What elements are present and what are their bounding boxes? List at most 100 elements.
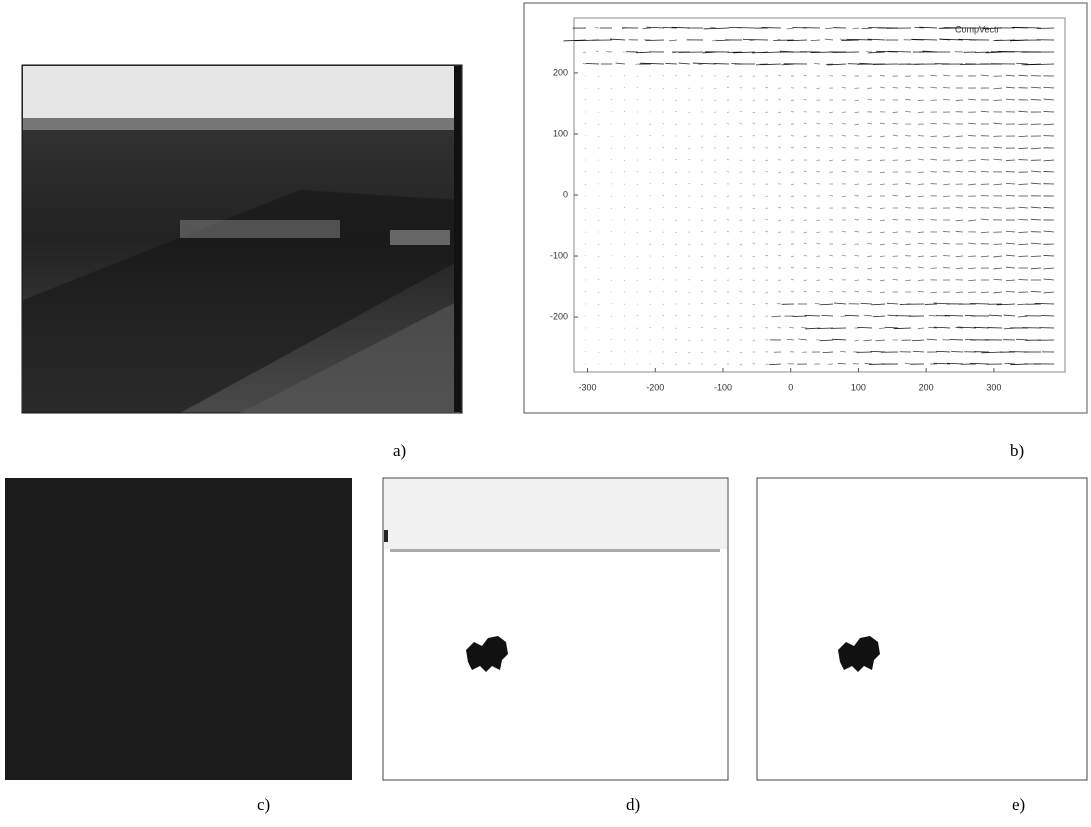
vector (585, 351, 586, 352)
vector (727, 112, 729, 113)
vector (663, 279, 664, 280)
vector (867, 256, 872, 257)
y-tick-label: 200 (553, 67, 568, 77)
vector (598, 148, 599, 149)
vector (893, 87, 898, 88)
vector (1043, 255, 1054, 256)
vector (893, 123, 898, 124)
vector (791, 100, 794, 101)
vector (676, 148, 677, 149)
vector (688, 112, 690, 113)
vector (968, 207, 976, 208)
vector (714, 196, 716, 197)
vector (1018, 279, 1028, 280)
vector (880, 75, 885, 76)
x-tick-label: -100 (714, 382, 732, 392)
vector (637, 123, 638, 124)
vector (676, 315, 677, 316)
vector (993, 100, 1002, 101)
panel-label: e) (1012, 795, 1025, 814)
figure: a) CompVectr b) c) d) e) -300-200-100010… (0, 0, 1091, 822)
vector (611, 172, 612, 173)
vector (918, 280, 924, 281)
vector (624, 123, 625, 124)
vector (663, 172, 664, 173)
vector (765, 208, 768, 209)
vector (740, 279, 742, 280)
vector (842, 135, 846, 136)
x-tick-label: 100 (851, 382, 866, 392)
vector (867, 184, 872, 185)
vector (624, 87, 625, 88)
vector (880, 208, 885, 209)
vector (1041, 315, 1054, 316)
vector (956, 292, 963, 293)
vector (1006, 160, 1015, 161)
vector (753, 280, 755, 281)
vector (905, 207, 911, 208)
page: a) CompVectr b) c) d) e) -300-200-100010… (0, 0, 1091, 827)
x-tick-label: -300 (579, 382, 597, 392)
vector (893, 243, 898, 244)
vector (1037, 28, 1054, 29)
mask-image (757, 478, 1087, 780)
vector (688, 244, 690, 245)
dark-frame (5, 478, 352, 780)
vector (676, 172, 677, 173)
vector (714, 243, 716, 244)
plot-axes (574, 18, 1065, 372)
vector (585, 148, 586, 149)
x-tick-label: -200 (646, 382, 664, 392)
vector (879, 328, 885, 329)
panel-label: d) (626, 795, 640, 814)
vector (663, 75, 664, 76)
vector (816, 280, 820, 281)
vector (637, 280, 638, 281)
vector (611, 316, 612, 317)
vector (1018, 219, 1028, 220)
vector (816, 256, 820, 257)
vector (918, 172, 924, 173)
legend-label: CompVectr (955, 24, 1000, 34)
vector (804, 255, 807, 256)
y-tick-label: -100 (550, 250, 568, 260)
vector (598, 292, 599, 293)
vector (663, 123, 664, 124)
vector (791, 147, 794, 148)
vector (1018, 184, 1028, 185)
panel-label: a) (393, 441, 406, 460)
y-tick-label: 100 (553, 128, 568, 138)
vector (893, 219, 898, 220)
vector (665, 63, 677, 64)
vector (663, 304, 664, 305)
vector (701, 244, 703, 245)
vector (598, 171, 599, 172)
vector (611, 231, 612, 232)
vector (1043, 171, 1054, 172)
vector (855, 267, 859, 268)
vector (688, 136, 690, 137)
vector (816, 160, 820, 161)
vector (970, 303, 989, 304)
vector (931, 243, 937, 244)
vector (598, 352, 599, 353)
vector (624, 244, 625, 245)
vector (688, 88, 690, 89)
vector (791, 111, 794, 112)
vector (956, 231, 963, 232)
x-tick-label: 0 (788, 382, 793, 392)
vector (1043, 111, 1054, 112)
vector (1006, 291, 1015, 292)
vector (624, 219, 625, 220)
vector (585, 291, 586, 292)
vector (650, 183, 651, 184)
vector (611, 148, 612, 149)
vector (804, 280, 807, 281)
vector (918, 100, 924, 101)
vector (943, 231, 950, 232)
vector (1031, 291, 1041, 292)
vector (905, 99, 911, 100)
vector (753, 135, 755, 136)
vector (918, 232, 924, 233)
y-tick-label: 0 (563, 189, 568, 199)
